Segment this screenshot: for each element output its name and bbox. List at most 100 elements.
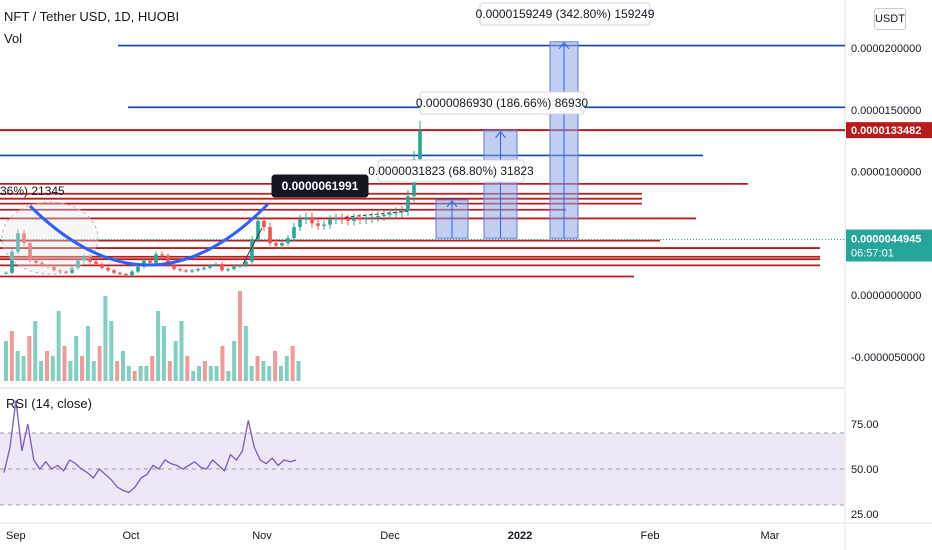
candle-body[interactable] [310, 217, 314, 224]
candle-body[interactable] [418, 130, 422, 160]
rsi-layer [0, 400, 845, 506]
candle-body[interactable] [10, 251, 14, 273]
candle-body[interactable] [154, 254, 158, 263]
target-arrowhead [558, 42, 570, 50]
callout-pointer [242, 227, 263, 265]
candle-body[interactable] [88, 256, 92, 262]
candle-body[interactable] [322, 224, 326, 226]
candle-body[interactable] [16, 233, 20, 252]
volume-bar [273, 351, 278, 381]
volume-bar [62, 346, 67, 381]
candle-body[interactable] [22, 233, 26, 244]
candle-body[interactable] [352, 218, 356, 221]
time-label: Dec [380, 530, 400, 542]
candle-body[interactable] [172, 265, 176, 270]
candle-body[interactable] [202, 267, 206, 270]
candle-body[interactable] [364, 218, 368, 220]
candle-body[interactable] [388, 213, 392, 215]
candle-body[interactable] [316, 223, 320, 226]
candle-body[interactable] [28, 243, 32, 261]
volume-bar [243, 326, 248, 381]
volume-bar [56, 311, 61, 381]
target-label-3-box [479, 2, 651, 26]
candle-body[interactable] [238, 265, 242, 267]
target-arrowhead [446, 200, 458, 208]
volume-bar [167, 361, 172, 381]
rsi-line [3, 400, 297, 494]
candle-body[interactable] [286, 238, 290, 244]
candle-body[interactable] [268, 227, 272, 244]
volume-bar [267, 366, 272, 381]
candle-body[interactable] [370, 217, 374, 219]
candle-body[interactable] [160, 254, 164, 256]
volume-label[interactable]: Vol [4, 31, 23, 46]
candle-body[interactable] [94, 261, 98, 265]
candle-body[interactable] [328, 219, 332, 225]
rsi-tick-label: 75.00 [851, 419, 879, 431]
symbol-title[interactable]: NFT / Tether USD, 1D, HUOBI [4, 9, 180, 24]
candle-body[interactable] [34, 260, 38, 263]
candle-body[interactable] [250, 239, 254, 262]
candle-body[interactable] [178, 269, 182, 271]
candle-body[interactable] [400, 211, 404, 213]
candle-body[interactable] [220, 264, 224, 271]
volume-bar [238, 291, 242, 381]
candle-body[interactable] [340, 218, 344, 220]
volume-bar [191, 371, 196, 381]
candle-body[interactable] [190, 270, 194, 272]
volume-bar [197, 366, 202, 381]
candle-body[interactable] [382, 214, 386, 216]
candle-body[interactable] [148, 260, 152, 263]
target-label-2: 0.0000086930 (186.66%) 86930 [416, 96, 588, 110]
volume-bar [202, 361, 207, 381]
candle-body[interactable] [4, 272, 8, 274]
candle-body[interactable] [196, 269, 200, 271]
rsi-title[interactable]: RSI (14, close) [6, 396, 92, 411]
candle-body[interactable] [274, 243, 278, 246]
candle-body[interactable] [184, 270, 188, 272]
time-label: Oct [122, 530, 139, 542]
volume-bar [214, 366, 219, 381]
candle-body[interactable] [82, 256, 86, 261]
candle-body[interactable] [106, 267, 110, 271]
candle-body[interactable] [208, 265, 212, 268]
candle-body[interactable] [40, 262, 44, 266]
candle-body[interactable] [334, 218, 338, 220]
volume-bar [138, 366, 143, 381]
candle-body[interactable] [100, 264, 104, 268]
target-label-2-box [419, 91, 585, 115]
candle-body[interactable] [46, 265, 50, 267]
candle-body[interactable] [52, 266, 56, 271]
volume-bar [232, 341, 237, 381]
candle-body[interactable] [118, 272, 122, 275]
labels-layer: 0.0000061991 0.0000031823 (68.80%) 31823 0… [0, 2, 655, 198]
candle-body[interactable] [124, 274, 128, 276]
currency-button[interactable]: USDT [874, 8, 906, 30]
candle-body[interactable] [256, 220, 260, 240]
candle-body[interactable] [292, 227, 296, 239]
candle-body[interactable] [112, 270, 116, 273]
candle-body[interactable] [136, 266, 140, 272]
candle-body[interactable] [358, 218, 362, 220]
candle-body[interactable] [298, 219, 302, 228]
candle-body[interactable] [232, 266, 236, 270]
volume-bar [115, 361, 120, 381]
volume-bar [255, 356, 260, 381]
candle-body[interactable] [244, 261, 248, 266]
candle-body[interactable] [394, 212, 398, 214]
candle-body[interactable] [130, 271, 134, 276]
candle-body[interactable] [76, 260, 80, 268]
candle-body[interactable] [166, 255, 170, 266]
price-tick-label: 0.0000100000 [851, 167, 921, 179]
candle-body[interactable] [376, 215, 380, 218]
candle-body[interactable] [58, 270, 62, 272]
candle-body[interactable] [304, 217, 308, 220]
volume-bar [144, 366, 149, 381]
candle-body[interactable] [214, 264, 218, 266]
candle-body[interactable] [280, 243, 284, 246]
candle-body[interactable] [262, 220, 266, 228]
candle-body[interactable] [406, 196, 410, 212]
candle-body[interactable] [226, 269, 230, 271]
candle-body[interactable] [346, 219, 350, 221]
volume-bar [156, 311, 161, 381]
